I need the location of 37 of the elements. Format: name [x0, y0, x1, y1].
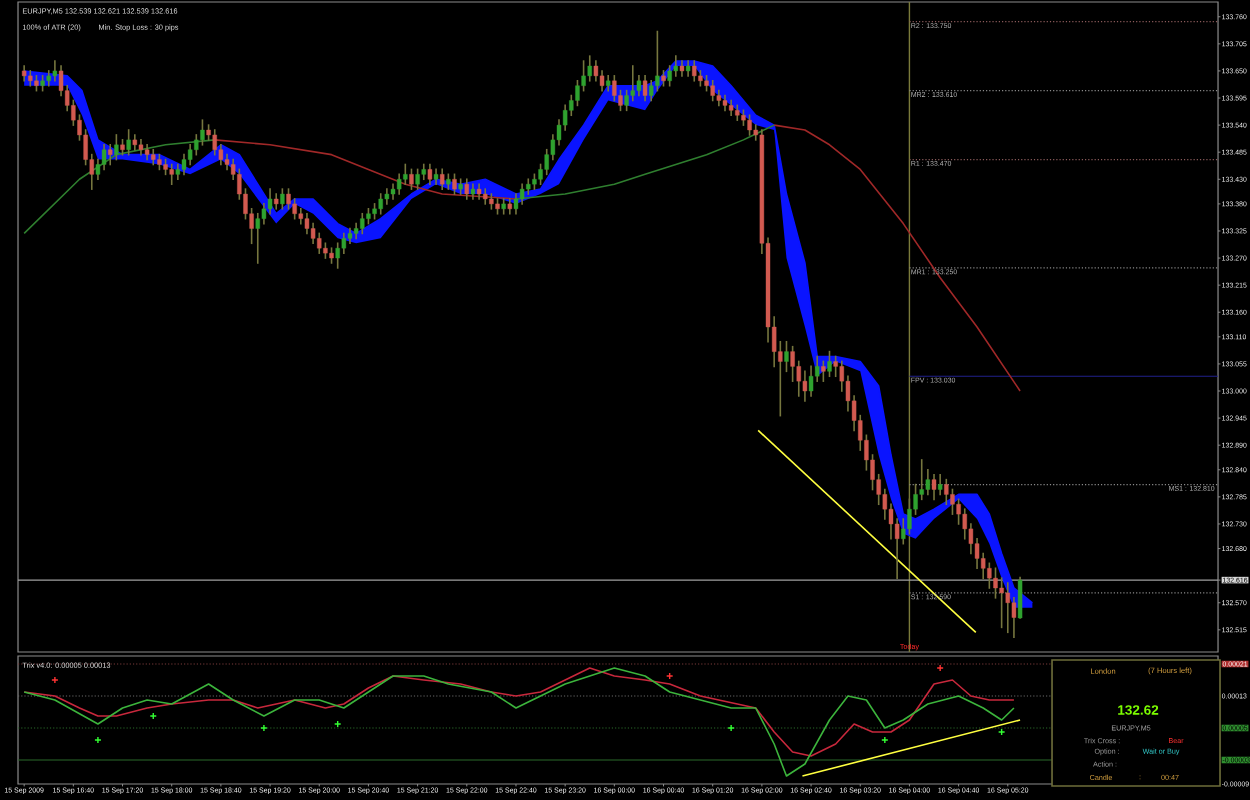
point	[94, 736, 102, 744]
point	[997, 728, 1006, 736]
candlestick	[507, 198, 513, 215]
candlestick	[747, 114, 752, 136]
candlestick	[409, 168, 414, 190]
candlestick	[280, 188, 285, 210]
candlestick	[126, 129, 131, 156]
candlestick	[378, 193, 383, 215]
candlestick	[1005, 582, 1010, 634]
candlestick	[108, 144, 113, 166]
point	[333, 720, 342, 728]
candlestick	[440, 168, 445, 190]
candlestick	[827, 350, 832, 378]
point	[881, 736, 889, 744]
candlestick	[692, 60, 697, 82]
candlestick	[784, 340, 789, 373]
candlestick	[464, 178, 469, 200]
candlestick	[132, 134, 138, 151]
candlestick	[642, 75, 648, 102]
candlestick	[821, 360, 826, 382]
point	[51, 676, 59, 684]
candlestick	[360, 212, 365, 235]
point	[936, 664, 944, 672]
candlestick	[114, 134, 119, 161]
candlestick	[169, 163, 174, 185]
candlestick	[710, 79, 715, 102]
candlestick	[427, 163, 433, 185]
point	[727, 724, 735, 732]
point	[260, 724, 268, 732]
candlestick	[415, 168, 420, 190]
line-series	[773, 124, 1021, 392]
point	[149, 712, 157, 720]
candlestick	[452, 173, 457, 195]
candlestick	[931, 473, 937, 501]
candlestick	[937, 473, 943, 496]
point	[665, 672, 674, 680]
candlestick	[52, 60, 58, 82]
